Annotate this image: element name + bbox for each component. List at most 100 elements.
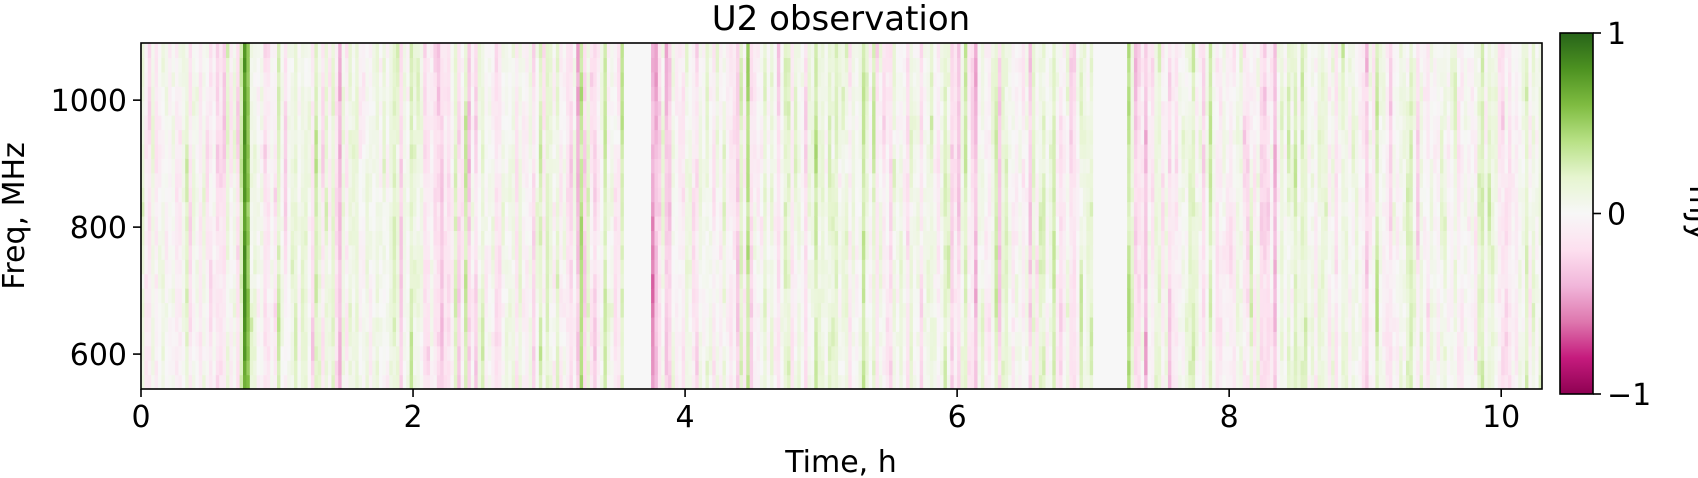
heatmap-cell [406, 43, 411, 59]
heatmap-cell [834, 302, 839, 318]
heatmap-cell [610, 230, 615, 246]
heatmap-cell [749, 316, 754, 332]
heatmap-cell [226, 100, 231, 116]
heatmap-cell [416, 129, 421, 145]
heatmap-cell [691, 129, 696, 145]
heatmap-cell [436, 187, 441, 203]
heatmap-cell [763, 316, 768, 332]
heatmap-cell [821, 201, 826, 217]
heatmap-cell [175, 143, 179, 159]
heatmap-cell [732, 187, 737, 203]
heatmap-cell [243, 230, 248, 246]
heatmap-cell [283, 288, 288, 304]
heatmap-cell [773, 71, 778, 87]
heatmap-cell [379, 288, 384, 304]
heatmap-cell [219, 259, 224, 275]
heatmap-cell [338, 360, 343, 376]
heatmap-cell [409, 259, 414, 275]
heatmap-cell [243, 143, 248, 159]
heatmap-cell [555, 143, 560, 159]
heatmap-cell [144, 71, 149, 87]
heatmap-cell [644, 331, 649, 347]
heatmap-cell [382, 158, 387, 174]
heatmap-cell [742, 273, 747, 289]
heatmap-cell [698, 187, 703, 203]
heatmap-cell [515, 273, 520, 289]
heatmap-cell [440, 316, 445, 332]
heatmap-cell [243, 71, 248, 87]
heatmap-cell [331, 288, 336, 304]
heatmap-cell [610, 43, 615, 59]
heatmap-cell [402, 129, 407, 145]
heatmap-cell [804, 143, 809, 159]
heatmap-cell [324, 273, 329, 289]
heatmap-cell [630, 259, 635, 275]
heatmap-cell [494, 172, 499, 188]
heatmap-cell [294, 273, 299, 289]
heatmap-cell [729, 57, 734, 73]
heatmap-cell [542, 216, 547, 232]
heatmap-cell [484, 230, 489, 246]
heatmap-cell [603, 143, 608, 159]
heatmap-cell [280, 302, 285, 318]
heatmap-cell [270, 57, 275, 73]
heatmap-cell [430, 172, 435, 188]
heatmap-cell [392, 230, 397, 246]
heatmap-cell [722, 71, 727, 87]
heatmap-cell [773, 187, 778, 203]
heatmap-cell [630, 86, 635, 102]
heatmap-cell [841, 100, 846, 116]
heatmap-cell [226, 230, 231, 246]
heatmap-cell [426, 201, 431, 217]
heatmap-cell [164, 172, 169, 188]
heatmap-cell [304, 43, 309, 59]
heatmap-cell [460, 172, 465, 188]
heatmap-cell [232, 201, 237, 217]
heatmap-cell [151, 230, 156, 246]
heatmap-cell [147, 143, 152, 159]
heatmap-cell [824, 331, 829, 347]
heatmap-cell [144, 316, 149, 332]
heatmap-cell [705, 43, 710, 59]
heatmap-cell [725, 230, 730, 246]
heatmap-cell [756, 129, 761, 145]
heatmap-cell [266, 115, 271, 131]
heatmap-cell [202, 43, 207, 59]
heatmap-cell [328, 143, 333, 159]
heatmap-cell [780, 172, 785, 188]
heatmap-cell [382, 345, 387, 361]
heatmap-cell [419, 360, 424, 376]
heatmap-cell [583, 345, 588, 361]
heatmap-cell [674, 331, 679, 347]
heatmap-cell [249, 187, 254, 203]
heatmap-cell [470, 86, 475, 102]
heatmap-cell [175, 259, 179, 275]
heatmap-cell [739, 86, 744, 102]
heatmap-cell [348, 43, 353, 59]
heatmap-cell [161, 201, 166, 217]
heatmap-cell [433, 143, 438, 159]
heatmap-cell [440, 187, 445, 203]
heatmap-cell [365, 115, 370, 131]
heatmap-cell [793, 374, 798, 389]
heatmap-cell [715, 273, 720, 289]
heatmap-cell [504, 57, 509, 73]
heatmap-cell [450, 345, 455, 361]
heatmap-cell [430, 374, 435, 389]
heatmap-cell [736, 143, 741, 159]
heatmap-cell [433, 201, 438, 217]
heatmap-cell [518, 374, 523, 389]
heatmap-cell [525, 201, 530, 217]
heatmap-cell [158, 331, 162, 347]
heatmap-cell [232, 360, 237, 376]
heatmap-cell [783, 187, 788, 203]
heatmap-cell [610, 316, 615, 332]
heatmap-cell [246, 273, 251, 289]
heatmap-cell [647, 302, 652, 318]
heatmap-cell [297, 71, 302, 87]
heatmap-cell [209, 316, 214, 332]
heatmap-cell [766, 374, 771, 389]
heatmap-cell [838, 57, 843, 73]
heatmap-cell [583, 172, 588, 188]
heatmap-cell [283, 302, 288, 318]
